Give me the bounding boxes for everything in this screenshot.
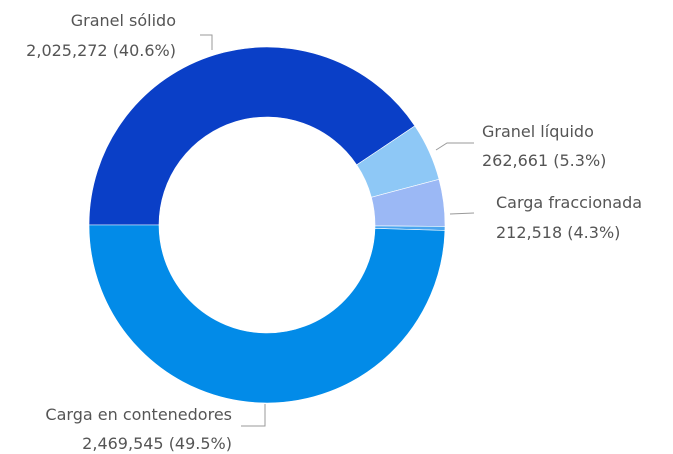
leader-line (241, 404, 266, 427)
slice-labels: Granel sólido 2,025,272 (40.6%) Granel líq… (26, 11, 642, 453)
slice-name-label: Granel líquido (482, 122, 594, 141)
slice-value-label: 212,518 (4.3%) (496, 223, 620, 242)
donut-slice-granel-sólido (88, 46, 416, 226)
leader-line (435, 142, 474, 151)
leader-line (200, 34, 213, 50)
slice-value-label: 262,661 (5.3%) (482, 151, 606, 170)
donut-slices (88, 46, 446, 404)
slice-value-label: 2,469,545 (49.5%) (82, 434, 232, 453)
slice-name-label: Carga fraccionada (496, 193, 642, 212)
slice-name-label: Granel sólido (71, 11, 176, 30)
slice-value-label: 2,025,272 (40.6%) (26, 41, 176, 60)
slice-name-label: Carga en contenedores (45, 405, 232, 424)
leader-line (449, 212, 475, 215)
donut-slice-carga-en-contenedores (88, 224, 446, 404)
